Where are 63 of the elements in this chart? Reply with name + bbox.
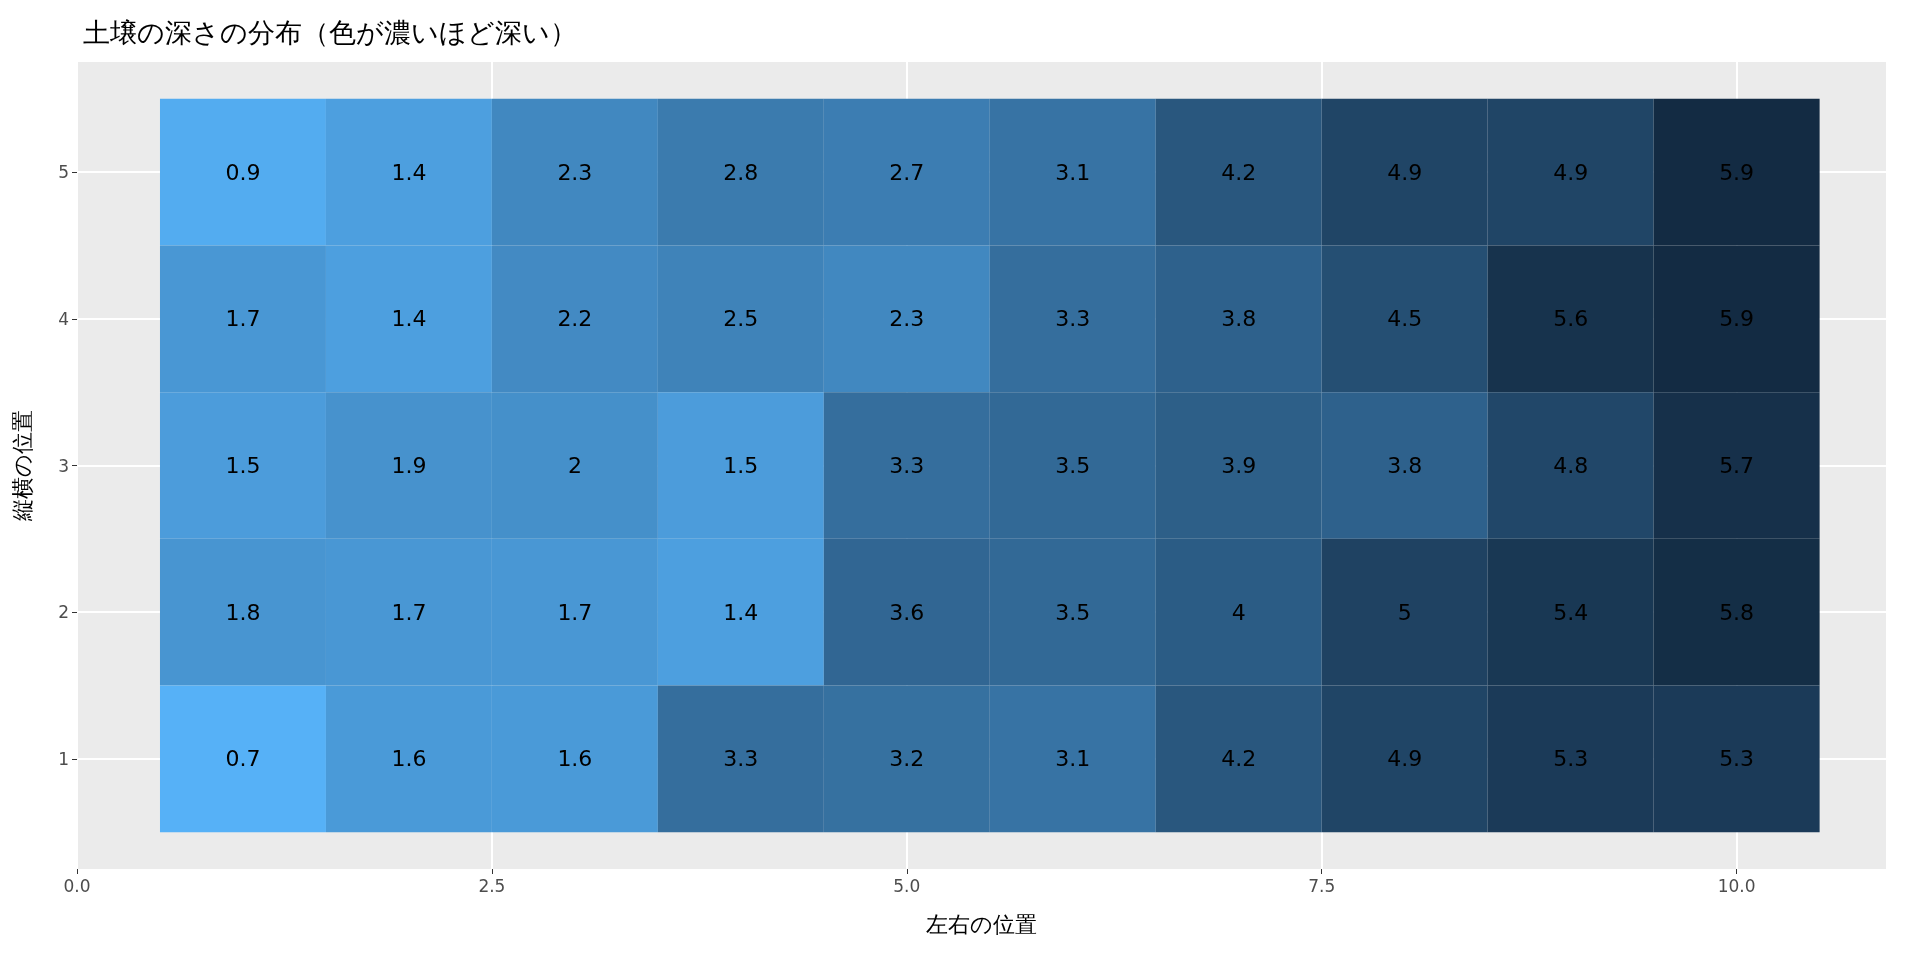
data-label: 3.8 — [1221, 306, 1257, 332]
data-label: 4.2 — [1221, 159, 1257, 185]
data-label: 4.9 — [1387, 159, 1423, 185]
x-tick-label: 10.0 — [1717, 875, 1756, 896]
data-label: 3.2 — [889, 746, 925, 772]
data-label: 1.7 — [391, 599, 427, 625]
data-label: 5.9 — [1719, 306, 1755, 332]
data-label: 4.9 — [1553, 159, 1589, 185]
data-label: 5.9 — [1719, 159, 1755, 185]
data-label: 3.5 — [1055, 599, 1091, 625]
data-label: 1.4 — [391, 159, 427, 185]
data-label: 4 — [1231, 599, 1246, 625]
data-label: 2.8 — [723, 159, 759, 185]
data-label: 3.3 — [1055, 306, 1091, 332]
x-tick-label: 7.5 — [1308, 875, 1336, 896]
data-label: 1.7 — [557, 599, 593, 625]
data-label: 2.2 — [557, 306, 593, 332]
y-axis-title: 縦横の位置 — [9, 410, 35, 522]
y-tick-label: 4 — [58, 308, 69, 329]
data-label: 1.9 — [391, 453, 427, 478]
data-label: 1.6 — [391, 746, 427, 772]
data-label: 4.8 — [1553, 453, 1589, 478]
data-label: 5.4 — [1553, 599, 1589, 625]
data-label: 4.5 — [1387, 306, 1423, 332]
data-label: 3.9 — [1221, 453, 1257, 478]
data-label: 3.5 — [1055, 453, 1091, 478]
data-label: 0.7 — [225, 746, 261, 772]
data-label: 1.6 — [557, 746, 593, 772]
data-label: 1.8 — [225, 599, 261, 625]
data-label: 1.7 — [225, 306, 261, 332]
data-label: 4.2 — [1221, 746, 1257, 772]
data-label: 1.5 — [225, 453, 261, 478]
x-tick-label: 5.0 — [893, 875, 921, 896]
data-label: 3.3 — [723, 746, 759, 772]
y-tick-label: 1 — [58, 748, 69, 769]
data-label: 4.9 — [1387, 746, 1423, 772]
data-label: 2.3 — [889, 306, 925, 332]
y-tick-label: 3 — [58, 455, 69, 476]
data-label: 5.7 — [1719, 453, 1755, 478]
x-tick-label: 0.0 — [63, 875, 91, 896]
data-label: 2.7 — [889, 159, 925, 185]
y-tick-label: 5 — [58, 162, 69, 183]
data-label: 5.8 — [1719, 599, 1755, 625]
data-label: 3.6 — [889, 599, 925, 625]
data-label: 1.5 — [723, 453, 759, 478]
data-label: 1.4 — [391, 306, 427, 332]
data-label: 5 — [1397, 599, 1412, 625]
x-tick-label: 2.5 — [478, 875, 506, 896]
data-label: 2.5 — [723, 306, 759, 332]
data-label: 2 — [567, 453, 582, 478]
data-label: 3.3 — [889, 453, 925, 478]
data-label: 3.1 — [1055, 746, 1091, 772]
data-label: 1.4 — [723, 599, 759, 625]
data-label: 2.3 — [557, 159, 593, 185]
x-axis-title: 左右の位置 — [926, 911, 1037, 937]
chart-title: 土壌の深さの分布（色が濃いほど深い） — [83, 17, 577, 48]
data-label: 3.8 — [1387, 453, 1423, 478]
data-label: 5.6 — [1553, 306, 1589, 332]
data-label: 3.1 — [1055, 159, 1091, 185]
y-tick-label: 2 — [58, 602, 69, 623]
data-label: 5.3 — [1553, 746, 1589, 772]
data-label: 0.9 — [225, 159, 261, 185]
data-label: 5.3 — [1719, 746, 1755, 772]
